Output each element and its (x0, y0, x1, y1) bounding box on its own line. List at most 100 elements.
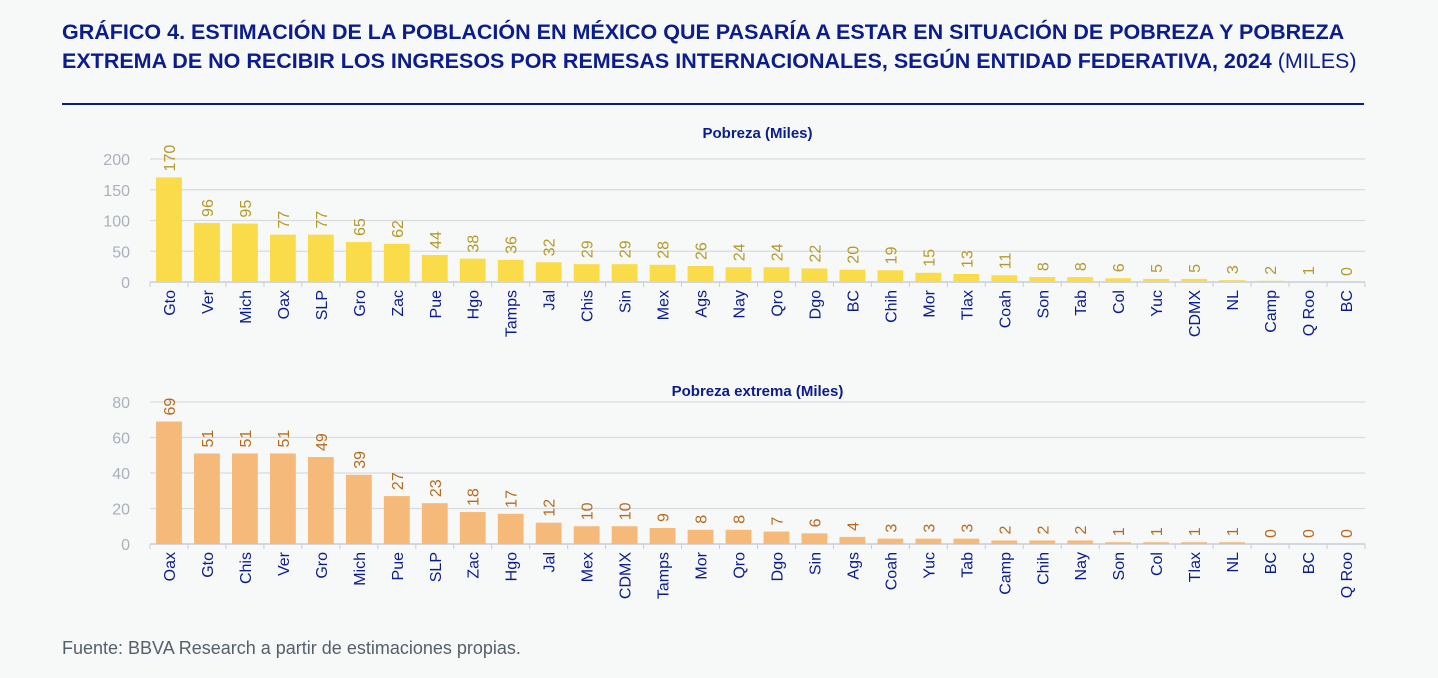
x-tick-label: BC (1339, 290, 1356, 312)
x-tick-label: Oax (276, 290, 293, 319)
data-label: 96 (200, 199, 217, 217)
bar (232, 223, 258, 282)
x-tick-label: Qro (732, 552, 749, 579)
x-tick-label: Nay (1073, 552, 1090, 580)
x-tick-label: Gro (352, 290, 369, 317)
data-label: 29 (580, 240, 597, 258)
data-label: 1 (1111, 527, 1128, 536)
bar (535, 522, 562, 544)
data-label: 26 (694, 242, 711, 260)
x-tick-label: BC (1301, 552, 1318, 574)
bar (383, 243, 410, 282)
bar (383, 496, 410, 544)
data-label: 51 (276, 430, 293, 448)
x-tick-label: BC (845, 290, 862, 312)
x-tick-label: Son (1035, 290, 1052, 318)
x-tick-label: Coah (997, 290, 1014, 328)
data-label: 28 (656, 241, 673, 259)
bar (1067, 540, 1094, 544)
data-label: 8 (1073, 262, 1090, 271)
data-label: 77 (314, 211, 331, 229)
bar (1105, 542, 1132, 544)
x-tick-label: Tlax (959, 290, 976, 320)
data-label: 17 (504, 490, 521, 508)
x-tick-label: Col (1111, 290, 1128, 314)
bar (194, 453, 220, 544)
x-tick-label: Q Roo (1301, 290, 1318, 336)
bar (194, 222, 220, 282)
data-label: 77 (276, 211, 293, 229)
bar (877, 538, 904, 544)
data-label: 2 (1035, 525, 1052, 534)
bar (687, 266, 714, 282)
data-label: 1 (1187, 527, 1204, 536)
x-tick-label: Pue (390, 552, 407, 581)
bar (611, 526, 638, 544)
data-label: 11 (997, 253, 1014, 270)
data-label: 51 (200, 430, 217, 448)
data-label: 5 (1187, 264, 1204, 273)
bar (573, 264, 600, 282)
y-tick-label: 50 (112, 244, 130, 261)
data-label: 4 (845, 522, 862, 531)
x-tick-label: NL (1225, 290, 1242, 311)
bar (421, 503, 448, 544)
x-tick-label: Jal (542, 290, 559, 310)
x-tick-label: Mich (238, 290, 255, 324)
bar (915, 272, 942, 282)
title-text: GRÁFICO 4. ESTIMACIÓN DE LA POBLACIÓN EN… (62, 20, 1344, 73)
data-label: 10 (580, 502, 597, 520)
x-tick-label: Camp (1263, 290, 1280, 333)
x-tick-label: Tamps (656, 552, 673, 599)
bar (345, 474, 372, 544)
bar (345, 242, 372, 282)
data-label: 32 (542, 238, 559, 256)
x-tick-label: Zac (390, 290, 407, 317)
data-label: 22 (807, 245, 824, 263)
x-tick-label: Mor (921, 289, 938, 317)
x-tick-label: SLP (428, 552, 445, 582)
data-label: 3 (1225, 265, 1242, 274)
bar (1181, 542, 1208, 544)
data-label: 2 (1263, 266, 1280, 275)
x-tick-label: Ags (694, 290, 711, 318)
chart-title: GRÁFICO 4. ESTIMACIÓN DE LA POBLACIÓN EN… (62, 18, 1382, 76)
x-tick-label: Son (1111, 552, 1128, 580)
bar (725, 267, 752, 282)
data-label: 95 (238, 200, 255, 218)
x-tick-label: Camp (997, 552, 1014, 595)
data-label: 69 (162, 398, 179, 416)
x-tick-label: Yuc (1149, 290, 1166, 317)
y-tick-label: 150 (103, 183, 130, 200)
data-label: 20 (845, 246, 862, 264)
data-label: 44 (428, 231, 445, 249)
x-tick-label: Mex (580, 552, 597, 582)
data-label: 3 (883, 524, 900, 533)
bar (1067, 277, 1094, 282)
x-tick-label: Chih (1035, 552, 1052, 585)
data-label: 7 (769, 517, 786, 526)
x-tick-label: Ags (845, 552, 862, 580)
y-tick-label: 40 (112, 466, 130, 483)
bar (535, 262, 562, 282)
bar (991, 540, 1018, 544)
data-label: 38 (466, 235, 483, 253)
bar (1029, 540, 1056, 544)
bar (649, 528, 676, 544)
x-tick-label: Zac (466, 552, 483, 579)
bar (763, 531, 790, 544)
bar (953, 538, 980, 544)
bar (1295, 281, 1321, 282)
data-label: 51 (238, 430, 255, 448)
x-tick-label: Nay (732, 290, 749, 318)
x-tick-label: Sin (807, 552, 824, 575)
data-label: 0 (1339, 529, 1356, 538)
bar (232, 453, 258, 544)
bar (687, 529, 714, 544)
x-tick-label: Sin (618, 290, 635, 313)
data-label: 2 (997, 525, 1014, 534)
x-tick-label: Tlax (1187, 552, 1204, 582)
data-label: 65 (352, 218, 369, 236)
x-tick-label: CDMX (618, 552, 635, 599)
